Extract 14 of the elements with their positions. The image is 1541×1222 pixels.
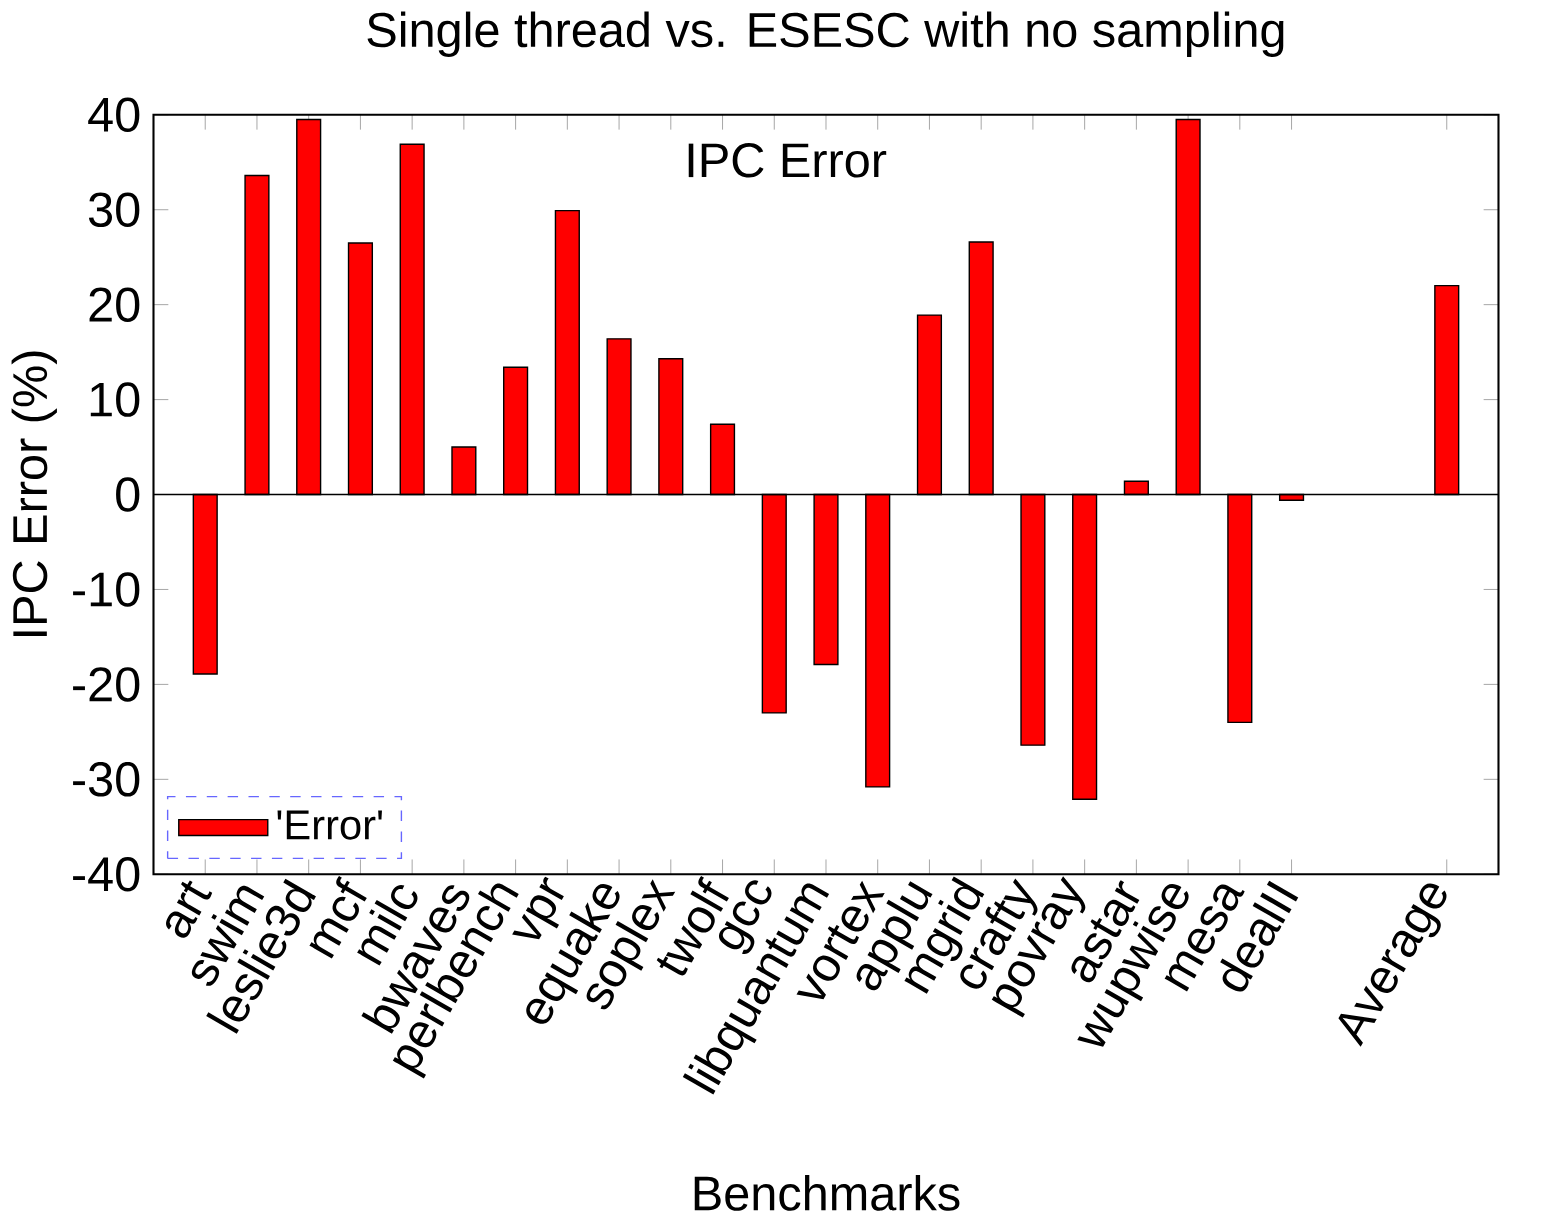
y-tick-label: 30 bbox=[88, 192, 140, 227]
x-axis-title: Benchmarks bbox=[694, 1174, 960, 1211]
y-tick-label: -30 bbox=[73, 761, 140, 797]
y-tick-label: 0 bbox=[116, 477, 140, 512]
y-axis-title: IPC Error (%) bbox=[11, 351, 57, 636]
y-tick-label: -40 bbox=[73, 856, 140, 892]
annotation: IPC Error bbox=[688, 142, 887, 178]
chart-title: Single thread vs. ESESC with no sampling bbox=[367, 11, 1284, 57]
y-tick-label: 40 bbox=[88, 97, 140, 132]
y-tick-label: 10 bbox=[90, 382, 140, 417]
y-tick-label: -20 bbox=[73, 666, 140, 702]
y-tick-label: 20 bbox=[89, 287, 140, 322]
y-tick-label: -10 bbox=[73, 572, 140, 607]
legend-label: 'Error' bbox=[277, 810, 382, 840]
